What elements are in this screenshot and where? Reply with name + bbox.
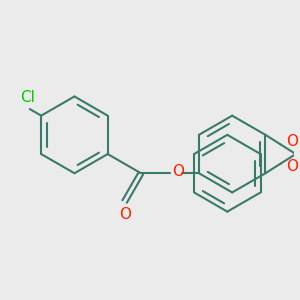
Text: O: O [286,159,298,174]
Text: Cl: Cl [20,90,35,105]
Text: O: O [172,164,184,179]
Text: O: O [118,207,130,222]
Text: O: O [286,134,298,149]
